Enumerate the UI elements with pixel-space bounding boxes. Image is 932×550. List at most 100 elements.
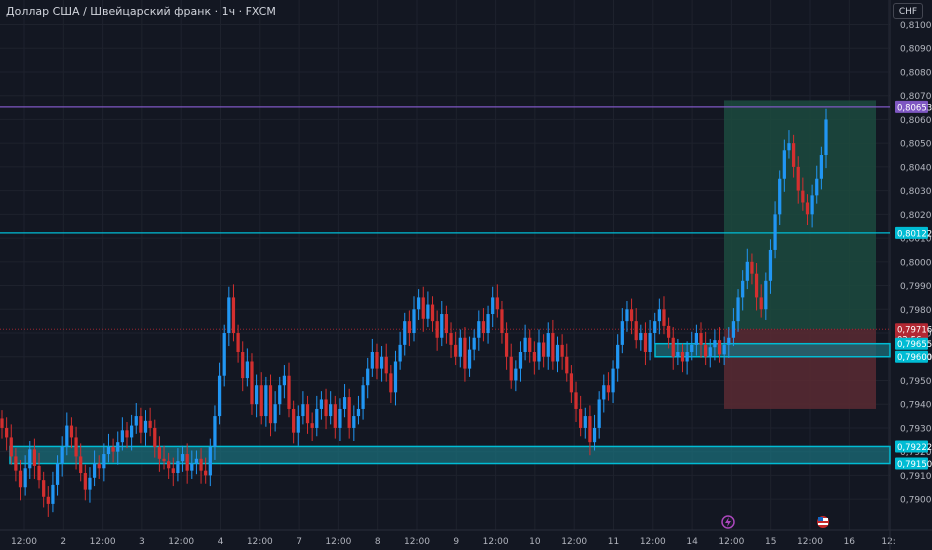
candle-body bbox=[199, 458, 203, 471]
candle-body bbox=[42, 480, 46, 497]
candle-body bbox=[361, 385, 365, 409]
candle-body bbox=[292, 408, 296, 433]
candle-body bbox=[495, 297, 499, 310]
candle-body bbox=[555, 344, 560, 362]
candle-body bbox=[92, 463, 97, 478]
candle-body bbox=[639, 333, 643, 341]
candle-body bbox=[310, 423, 314, 428]
candle-body bbox=[46, 496, 50, 504]
candle-body bbox=[125, 430, 129, 438]
candle-body bbox=[120, 430, 124, 443]
candle-body bbox=[560, 344, 564, 357]
candle-body bbox=[407, 321, 411, 334]
price-label-tag bbox=[895, 440, 928, 453]
price-label-tag bbox=[895, 337, 928, 350]
price-label-tag bbox=[895, 100, 928, 113]
candle-body bbox=[241, 351, 245, 379]
candle-body bbox=[37, 465, 41, 481]
candle-body bbox=[287, 375, 291, 409]
candle-body bbox=[569, 373, 574, 393]
candle-body bbox=[440, 314, 444, 338]
candle-body bbox=[532, 351, 536, 362]
candle-body bbox=[79, 456, 83, 474]
candle-body bbox=[421, 297, 425, 319]
lightning-icon[interactable] bbox=[721, 515, 735, 529]
candle-body bbox=[245, 361, 249, 379]
candle-body bbox=[472, 337, 476, 350]
candle-body bbox=[477, 321, 481, 338]
candle-body bbox=[51, 484, 55, 504]
candle-body bbox=[467, 349, 472, 369]
candle-body bbox=[366, 368, 370, 386]
candle-body bbox=[694, 333, 699, 345]
candle-body bbox=[162, 458, 166, 462]
candle-body bbox=[500, 309, 504, 334]
candle-body bbox=[606, 385, 611, 393]
candle-body bbox=[23, 468, 27, 488]
candle-body bbox=[167, 461, 171, 469]
candle-body bbox=[32, 449, 37, 466]
candle-body bbox=[176, 461, 180, 474]
time-tick-label: 12:00 bbox=[11, 537, 37, 547]
candle-body bbox=[546, 333, 550, 357]
candle-body bbox=[565, 356, 569, 374]
candle-body bbox=[148, 420, 152, 428]
candle-body bbox=[208, 446, 212, 476]
candle-body bbox=[699, 333, 703, 345]
symbol-title: Доллар США / Швейцарский франк · 1ч · FX… bbox=[6, 5, 276, 18]
candle-body bbox=[727, 337, 731, 345]
candle-body bbox=[190, 463, 194, 471]
time-tick-label: 12:00 bbox=[247, 537, 273, 547]
time-tick-label: 15 bbox=[765, 537, 776, 547]
candle-body bbox=[514, 368, 518, 381]
candle-body bbox=[717, 340, 722, 355]
candle-body bbox=[704, 344, 708, 357]
candle-body bbox=[597, 399, 601, 428]
candle-body bbox=[296, 416, 300, 433]
candle-body bbox=[491, 297, 495, 315]
candle-body bbox=[222, 333, 226, 376]
candle-body bbox=[185, 454, 189, 471]
price-tick-label: 0,79000 bbox=[900, 496, 932, 506]
candle-body bbox=[430, 304, 435, 322]
candle-body bbox=[815, 178, 819, 196]
candle-body bbox=[764, 280, 768, 310]
candle-body bbox=[231, 297, 236, 334]
time-tick-label: 10 bbox=[529, 537, 541, 547]
candle-body bbox=[486, 314, 490, 334]
time-tick-label: 16 bbox=[844, 537, 856, 547]
time-tick-label: 12:00 bbox=[797, 537, 823, 547]
support-zone bbox=[9, 445, 891, 465]
time-tick-label: 12:00 bbox=[640, 537, 666, 547]
price-label-tag bbox=[895, 226, 928, 239]
currency-button[interactable]: CHF bbox=[893, 3, 923, 19]
time-tick-label: 12:00 bbox=[168, 537, 194, 547]
candle-body bbox=[731, 321, 736, 338]
candle-body bbox=[782, 150, 786, 179]
candle-body bbox=[463, 337, 467, 369]
candle-body bbox=[417, 297, 421, 310]
candle-body bbox=[449, 333, 453, 345]
candle-body bbox=[264, 385, 268, 417]
candle-body bbox=[342, 397, 347, 409]
candle-body bbox=[592, 427, 597, 443]
price-label-text: 0,80122 bbox=[897, 229, 932, 239]
candle-body bbox=[403, 321, 407, 345]
candle-body bbox=[329, 404, 333, 417]
candle-body bbox=[574, 392, 578, 409]
time-tick-label: 12: bbox=[881, 537, 895, 547]
candle-body bbox=[143, 420, 148, 433]
candle-body bbox=[625, 309, 629, 322]
candle-body bbox=[28, 449, 32, 469]
candle-body bbox=[504, 333, 509, 357]
candle-body bbox=[102, 454, 106, 469]
